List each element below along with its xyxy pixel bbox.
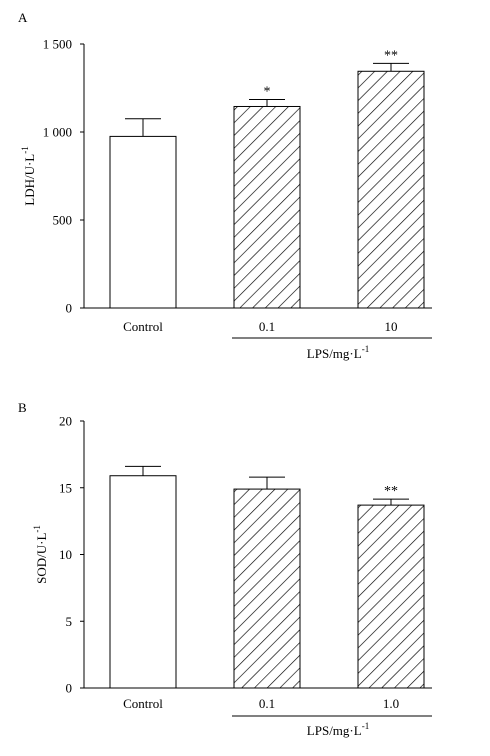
bar-Control [109,475,177,689]
category-label: 0.1 [259,319,275,334]
y-tick-label: 0 [66,301,73,316]
x-axis-label-sup: -1 [362,721,370,731]
bar-10 [357,70,425,309]
y-tick-label: 500 [53,213,73,228]
panel-label: B [18,400,27,415]
x-axis-label-text: LPS/mg·L [307,723,362,738]
bar-Control [109,135,177,309]
y-tick-label: 10 [59,547,72,562]
y-axis-label-text: LDH/U·L [22,154,37,206]
y-tick-label: 1 000 [43,125,72,140]
y-tick-label: 5 [66,614,73,629]
x-axis-label-sup: -1 [362,344,370,354]
y-axis-label: SOD/U·L-1 [32,525,49,584]
x-axis-label-text: LPS/mg·L [307,346,362,361]
y-tick-label: 1 500 [43,37,72,52]
y-tick-label: 15 [59,480,72,495]
category-label: Control [123,319,163,334]
category-label: Control [123,696,163,711]
x-axis-label: LPS/mg·L-1 [307,721,369,738]
bar-1.0 [357,504,425,689]
category-label: 10 [385,319,398,334]
y-axis-label: LDH/U·L-1 [20,146,37,206]
category-label: 1.0 [383,696,399,711]
significance-mark: ** [384,48,398,63]
x-axis-label: LPS/mg·L-1 [307,344,369,361]
bar-0.1 [233,105,301,309]
significance-mark: * [264,84,271,99]
y-axis-label-sup: -1 [20,146,30,154]
significance-mark: ** [384,484,398,499]
y-axis-label-text: SOD/U·L [34,533,49,584]
y-tick-label: 20 [59,414,72,429]
panel-label: A [18,10,28,25]
y-axis-label-sup: -1 [32,525,42,533]
category-label: 0.1 [259,696,275,711]
y-tick-label: 0 [66,681,73,696]
bar-0.1 [233,488,301,689]
